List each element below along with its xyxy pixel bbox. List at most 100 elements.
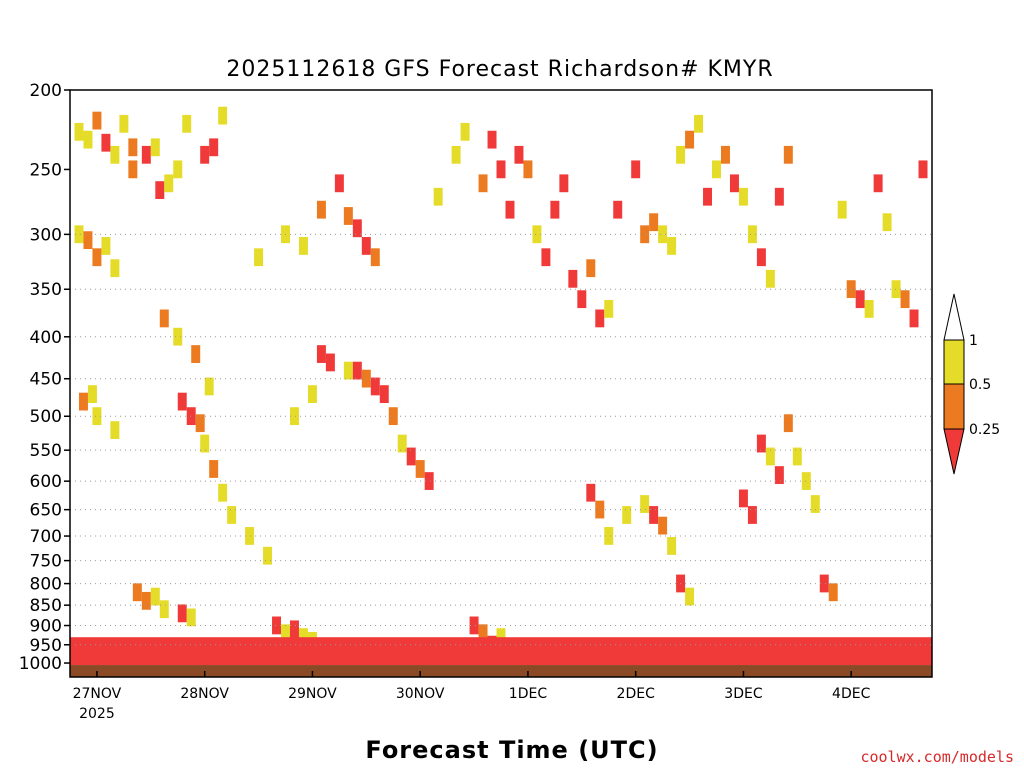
heatmap-cell bbox=[307, 385, 317, 404]
x-tick-label: 28NOV bbox=[180, 686, 229, 702]
heatmap-cell bbox=[316, 200, 326, 219]
heatmap-cell bbox=[141, 145, 151, 164]
heatmap-cell bbox=[415, 460, 425, 478]
heatmap-cell bbox=[460, 122, 470, 141]
plot-frame bbox=[69, 89, 933, 678]
heatmap-cell bbox=[334, 174, 344, 193]
y-tick-label: 600 bbox=[30, 472, 62, 492]
heatmap-cell bbox=[424, 472, 434, 490]
heatmap-cell bbox=[873, 174, 883, 193]
heatmap-cell bbox=[783, 414, 793, 433]
heatmap-cell bbox=[343, 207, 353, 225]
heatmap-cell bbox=[209, 138, 219, 157]
heatmap-cell bbox=[141, 591, 151, 610]
watermark: coolwx.com/models bbox=[860, 748, 1014, 766]
y-tick-label: 800 bbox=[30, 575, 62, 595]
x-tick-label: 3DEC bbox=[724, 686, 763, 702]
heatmap-cell bbox=[765, 269, 775, 288]
heatmap-cell bbox=[577, 290, 587, 309]
y-tick-label: 450 bbox=[30, 370, 62, 390]
colorbar-under-triangle bbox=[943, 428, 965, 475]
heatmap-cell bbox=[694, 114, 704, 133]
heatmap-cell bbox=[325, 353, 335, 372]
y-tick-label: 300 bbox=[30, 225, 62, 245]
surface-layer bbox=[70, 637, 932, 677]
ground bbox=[70, 665, 932, 677]
heatmap-cell bbox=[703, 187, 713, 206]
heatmap-cell bbox=[550, 200, 560, 219]
heatmap-cell bbox=[150, 138, 160, 157]
heatmap-cell bbox=[361, 369, 371, 388]
heatmap-cell bbox=[281, 624, 290, 643]
colorbar-level-label: 0.5 bbox=[969, 377, 991, 393]
heatmap-cell bbox=[128, 138, 138, 157]
heatmap-cell bbox=[343, 361, 353, 380]
heatmap-cell bbox=[819, 574, 829, 593]
heatmap-cell bbox=[177, 604, 187, 623]
heatmap-cell bbox=[263, 546, 273, 565]
heatmap-cell bbox=[218, 106, 228, 125]
heatmap-cell bbox=[218, 483, 228, 502]
heatmap-cell bbox=[918, 160, 928, 179]
heatmap-cell bbox=[83, 231, 93, 250]
heatmap-cell bbox=[532, 225, 542, 244]
colorbar: 1 0.5 0.25 bbox=[943, 293, 1000, 475]
heatmap-cell bbox=[792, 447, 802, 466]
heatmap-cell bbox=[828, 583, 838, 602]
y-tick-label: 550 bbox=[30, 441, 62, 461]
heatmap-cell bbox=[379, 385, 389, 404]
heatmap-cell bbox=[882, 213, 892, 232]
heatmap-cell bbox=[613, 200, 623, 219]
heatmap-cell bbox=[298, 628, 308, 646]
heatmap-cell bbox=[658, 225, 668, 244]
y-tick-label: 200 bbox=[30, 81, 62, 101]
heatmap-cell bbox=[186, 407, 196, 426]
heatmap-cell bbox=[119, 114, 129, 133]
heatmap-cell bbox=[451, 145, 461, 164]
heatmap-cell bbox=[640, 225, 650, 244]
heatmap-cell bbox=[756, 434, 766, 453]
heatmap-cell bbox=[738, 187, 748, 206]
heatmap-cell bbox=[272, 616, 282, 635]
heatmap-cell bbox=[388, 407, 398, 426]
heatmap-cell bbox=[200, 434, 210, 453]
x-tick-label: 1DEC bbox=[509, 686, 548, 702]
y-tick-label: 650 bbox=[30, 501, 62, 521]
x-tick-label: 29NOV bbox=[288, 686, 337, 702]
heatmap-cell bbox=[685, 130, 695, 149]
colorbar-level-label: 1 bbox=[969, 333, 978, 349]
heatmap-cell bbox=[195, 414, 205, 433]
heatmap-cell bbox=[191, 345, 201, 363]
heatmap-cell bbox=[92, 111, 102, 130]
heatmap-cell bbox=[209, 460, 219, 478]
heatmap-cell bbox=[586, 483, 596, 502]
heatmap-cell bbox=[631, 160, 641, 179]
heatmap-cell bbox=[245, 527, 255, 545]
heatmap-cell bbox=[622, 506, 632, 524]
heatmap-cell bbox=[640, 495, 650, 513]
heatmap-cell bbox=[514, 145, 524, 164]
heatmap-cell bbox=[604, 527, 614, 545]
heatmap-cell bbox=[568, 269, 578, 288]
heatmap-cell bbox=[155, 181, 165, 199]
heatmap-cell bbox=[78, 392, 88, 411]
heatmap-cell bbox=[756, 248, 766, 267]
heatmap-cell bbox=[370, 248, 380, 267]
heatmap-cell bbox=[720, 145, 730, 164]
heatmap-cell bbox=[298, 237, 308, 255]
heatmap-cell bbox=[101, 237, 111, 255]
colorbar-over-triangle bbox=[943, 293, 965, 341]
y-tick-label: 950 bbox=[30, 636, 62, 656]
x-tick-label: 4DEC bbox=[832, 686, 871, 702]
heatmap-cell bbox=[676, 145, 686, 164]
heatmap-cell bbox=[667, 237, 677, 255]
chart-title: 2025112618 GFS Forecast Richardson# KMYR bbox=[226, 57, 773, 82]
y-axis: 200 250 300 350 400 450 500 550 600 650 700 750 8008… bbox=[19, 81, 70, 674]
heatmap-cell bbox=[173, 327, 183, 346]
heatmap-cell bbox=[186, 608, 196, 627]
heatmap-cell bbox=[765, 447, 775, 466]
heatmap-cell bbox=[487, 130, 497, 149]
heatmap-cell bbox=[128, 160, 138, 179]
heatmap-cell bbox=[164, 174, 174, 193]
x-tick-label: 30NOV bbox=[396, 686, 445, 702]
